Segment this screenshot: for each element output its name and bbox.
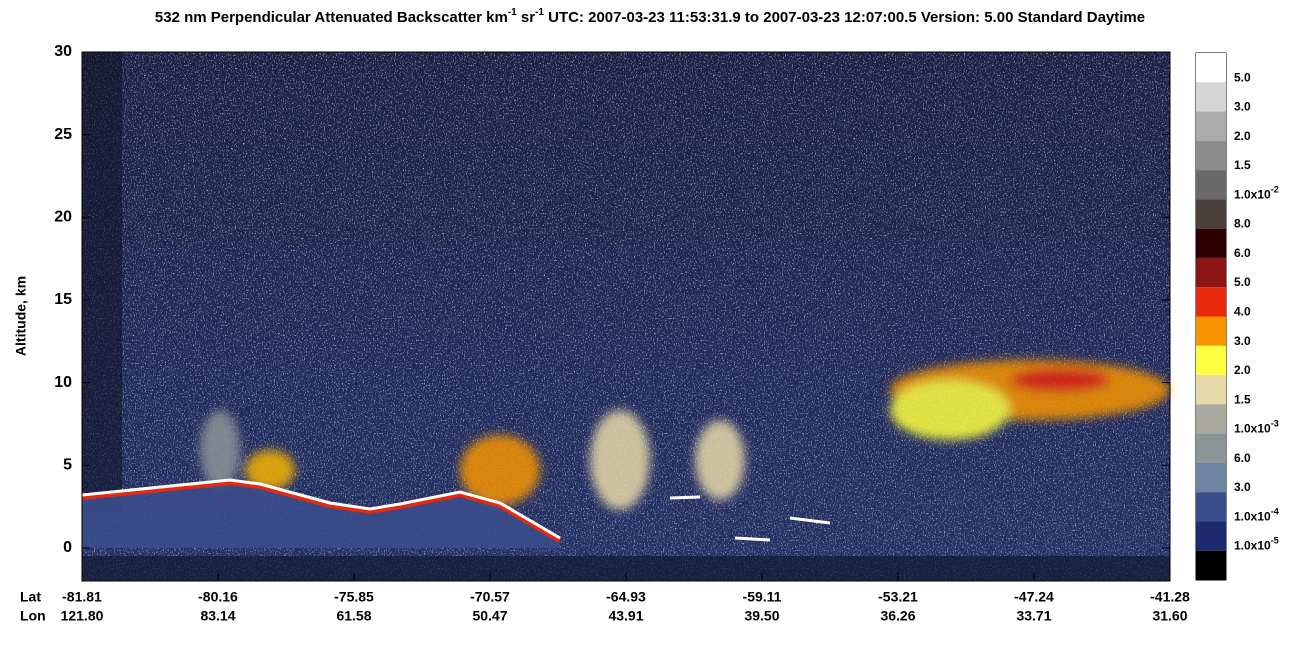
y-tick-label: 25 <box>54 126 72 143</box>
title-part: 532 nm Perpendicular Attenuated Backscat… <box>155 9 508 26</box>
colorbar-swatch <box>1196 316 1226 346</box>
colorbar-label-base: 5.0 <box>1234 70 1251 84</box>
title-part: sr <box>517 9 536 26</box>
colorbar-label-base: 3.0 <box>1234 100 1251 114</box>
colorbar-label: 1.0x10-3 <box>1234 419 1279 436</box>
y-tick-label: 30 <box>54 43 72 60</box>
colorbar-label: 1.0x10-2 <box>1234 185 1279 202</box>
colorbar-label-base: 1.0x10 <box>1234 539 1271 553</box>
x-tick-label: -41.28 <box>1150 589 1190 605</box>
colorbar-label: 2.0 <box>1234 363 1251 377</box>
colorbar-swatch <box>1196 462 1226 493</box>
x-tick-label: -53.21 <box>878 589 918 605</box>
title-superscript: -1 <box>535 7 544 18</box>
colorbar-label: 4.0 <box>1234 305 1251 319</box>
chart-title: 532 nm Perpendicular Attenuated Backscat… <box>155 7 1145 26</box>
x-tick-label: 50.47 <box>472 608 507 624</box>
y-tick-label: 15 <box>54 291 72 308</box>
x-tick-label: 31.60 <box>1152 608 1187 624</box>
colorbar-label-base: 1.5 <box>1234 158 1251 172</box>
colorbar-label-exp: -5 <box>1271 536 1279 546</box>
x-tick-label: 39.50 <box>744 608 779 624</box>
colorbar-label: 3.0 <box>1234 334 1251 348</box>
colorbar-swatch <box>1196 521 1226 551</box>
x-tick-label: -70.57 <box>470 589 510 605</box>
colorbar-label: 6.0 <box>1234 451 1251 465</box>
colorbar-label-base: 4.0 <box>1234 305 1251 319</box>
x-tick-label: -64.93 <box>606 589 646 605</box>
colorbar-label-base: 6.0 <box>1234 246 1251 260</box>
colorbar-label-base: 3.0 <box>1234 480 1251 494</box>
colorbar-label: 3.0 <box>1234 100 1251 114</box>
colorbar-swatch <box>1196 404 1226 434</box>
colorbar-swatch <box>1196 140 1226 171</box>
colorbar-label-base: 2.0 <box>1234 129 1251 143</box>
colorbar-swatch <box>1196 287 1226 317</box>
x-tick-label: -81.81 <box>62 589 102 605</box>
colorbar-swatch <box>1196 375 1226 405</box>
y-tick-label: 0 <box>63 539 72 556</box>
curtain-image <box>81 52 1170 581</box>
x-row-label: Lat <box>20 589 41 605</box>
colorbar-label-base: 2.0 <box>1234 363 1251 377</box>
x-tick-label: -80.16 <box>198 589 238 605</box>
colorbar-swatch <box>1196 257 1226 288</box>
title-part: UTC: 2007-03-23 11:53:31.9 to 2007-03-23… <box>544 9 1145 26</box>
x-tick-label: -75.85 <box>334 589 374 605</box>
colorbar-swatch <box>1196 53 1226 83</box>
colorbar-label: 8.0 <box>1234 217 1251 231</box>
x-tick-label: -59.11 <box>743 589 782 605</box>
colorbar-swatch <box>1196 433 1226 463</box>
colorbar-label: 1.5 <box>1234 393 1251 407</box>
y-tick-label: 5 <box>63 457 72 474</box>
x-tick-label: -47.24 <box>1014 589 1054 605</box>
colorbar-swatch <box>1196 228 1226 258</box>
x-tick-label: 83.14 <box>200 608 235 624</box>
colorbar-swatch <box>1196 170 1226 200</box>
x-tick-label: 121.80 <box>61 608 104 624</box>
colorbar-label: 3.0 <box>1234 480 1251 494</box>
x-tick-label: 36.26 <box>880 608 915 624</box>
colorbar-swatch <box>1196 550 1226 580</box>
colorbar-label-base: 1.0x10 <box>1234 188 1271 202</box>
y-axis-label: Altitude, km <box>13 276 29 356</box>
colorbar-label-exp: -4 <box>1271 507 1279 517</box>
colorbar-label: 2.0 <box>1234 129 1251 143</box>
colorbar-label-base: 6.0 <box>1234 451 1251 465</box>
colorbar-label-base: 1.0x10 <box>1234 510 1271 524</box>
colorbar-label: 5.0 <box>1234 70 1251 84</box>
colorbar-swatch <box>1196 492 1226 522</box>
x-tick-label: 43.91 <box>608 608 643 624</box>
x-row-label: Lon <box>20 608 46 624</box>
colorbar-label-base: 3.0 <box>1234 334 1251 348</box>
colorbar-label-base: 1.0x10 <box>1234 422 1271 436</box>
colorbar-label: 1.0x10-5 <box>1234 536 1279 553</box>
y-tick-label: 10 <box>54 374 72 391</box>
colorbar-swatch <box>1196 345 1226 376</box>
colorbar-label: 5.0 <box>1234 275 1251 289</box>
colorbar-swatch <box>1196 82 1226 112</box>
colorbar-label: 1.0x10-4 <box>1234 507 1279 524</box>
x-tick-label: 33.71 <box>1016 608 1051 624</box>
colorbar-label-exp: -2 <box>1271 185 1279 195</box>
x-tick-label: 61.58 <box>336 608 371 624</box>
colorbar-label-base: 8.0 <box>1234 217 1251 231</box>
title-superscript: -1 <box>508 7 517 18</box>
y-tick-label: 20 <box>54 209 72 226</box>
colorbar-swatch <box>1196 111 1226 141</box>
colorbar-label-base: 5.0 <box>1234 275 1251 289</box>
colorbar-label: 1.5 <box>1234 158 1251 172</box>
colorbar-label-base: 1.5 <box>1234 393 1251 407</box>
colorbar-label-exp: -3 <box>1271 419 1279 429</box>
colorbar-swatch <box>1196 199 1226 229</box>
colorbar-label: 6.0 <box>1234 246 1251 260</box>
